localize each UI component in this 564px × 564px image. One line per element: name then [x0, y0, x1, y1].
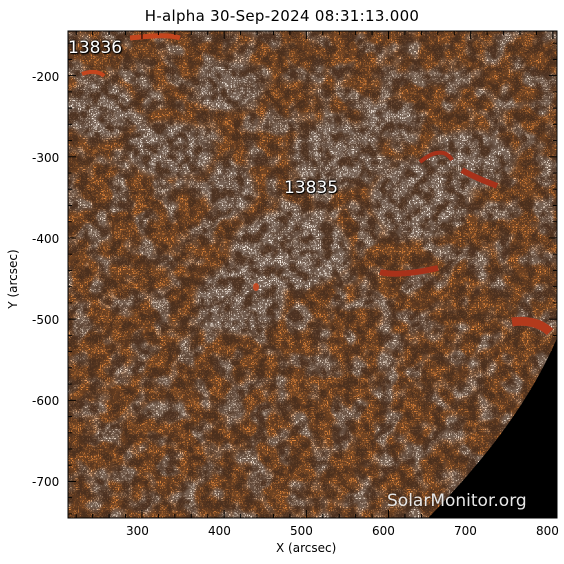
- y-tick-label: -500: [32, 313, 60, 327]
- region-label-13836: 13836: [68, 38, 123, 58]
- dark-filaments: [81, 33, 554, 336]
- y-tick-label: -700: [32, 475, 60, 489]
- y-axis-label: Y (arcsec): [6, 249, 20, 309]
- watermark: SolarMonitor.org: [387, 491, 527, 511]
- x-tick-label: 800: [536, 524, 559, 538]
- x-tick-label: 400: [208, 524, 231, 538]
- x-tick-label: 300: [126, 524, 149, 538]
- y-tick-label: -400: [32, 232, 60, 246]
- region-label-13835: 13835: [284, 178, 339, 198]
- y-tick-label: -600: [32, 394, 60, 408]
- image-title: H-alpha 30-Sep-2024 08:31:13.000: [144, 7, 420, 25]
- solar-disk-region: [68, 31, 557, 518]
- x-tick-label: 600: [372, 524, 395, 538]
- x-tick-label: 700: [454, 524, 477, 538]
- y-tick-label: -200: [32, 70, 60, 84]
- x-axis-label: X (arcsec): [276, 541, 337, 555]
- x-tick-label: 500: [290, 524, 313, 538]
- plot-frame: [67, 30, 558, 519]
- axis-ticks: [68, 31, 557, 518]
- y-tick-label: -300: [32, 151, 60, 165]
- off-limb-area: [428, 338, 557, 518]
